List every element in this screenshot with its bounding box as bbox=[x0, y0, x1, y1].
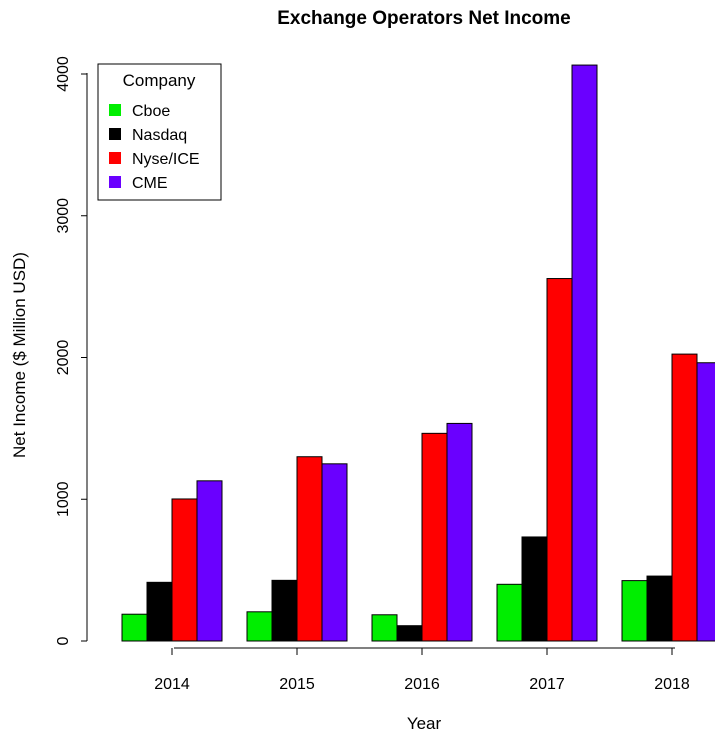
bar-2018-nasdaq bbox=[646, 575, 673, 642]
legend-swatch bbox=[109, 176, 121, 188]
bar-2014-cboe bbox=[121, 613, 148, 642]
y-tick-label: 3000 bbox=[55, 198, 72, 234]
x-tick-label: 2017 bbox=[529, 676, 565, 693]
bar-2016-nyse-ice bbox=[421, 432, 448, 642]
bar-2016-cboe bbox=[371, 614, 398, 642]
bar-2015-cboe bbox=[246, 611, 273, 642]
bar-2014-nyse-ice bbox=[171, 498, 198, 642]
y-tick-label: 1000 bbox=[55, 481, 72, 517]
x-axis-title: Year bbox=[407, 714, 442, 733]
bar-2017-cme bbox=[571, 64, 598, 642]
legend-swatch bbox=[109, 104, 121, 116]
y-axis-title: Net Income ($ Million USD) bbox=[10, 252, 29, 458]
x-axis: 2014 2015 2016 2017 2018 bbox=[154, 647, 690, 693]
bar-2015-nasdaq bbox=[271, 579, 298, 642]
bar-2017-cboe bbox=[496, 583, 523, 642]
bar-2014-cme bbox=[196, 480, 223, 642]
bar-2018-cboe bbox=[621, 580, 648, 642]
bar-2015-nyse-ice bbox=[296, 456, 323, 642]
x-tick-label: 2015 bbox=[279, 676, 315, 693]
y-tick-label: 0 bbox=[55, 636, 72, 645]
bar-2017-nyse-ice bbox=[546, 278, 573, 642]
legend-label: Nyse/ICE bbox=[132, 151, 200, 168]
y-axis: 0 1000 2000 3000 4000 bbox=[55, 56, 88, 645]
bars-group bbox=[121, 64, 715, 642]
bar-2016-nasdaq bbox=[396, 625, 423, 642]
legend-label: CME bbox=[132, 175, 168, 192]
x-tick-label: 2016 bbox=[404, 676, 440, 693]
legend-swatch bbox=[109, 152, 121, 164]
legend-label: Nasdaq bbox=[132, 127, 187, 144]
legend-swatch bbox=[109, 128, 121, 140]
bar-2016-cme bbox=[446, 422, 473, 642]
bar-2018-nyse-ice bbox=[671, 353, 698, 642]
legend-entries: Cboe Nasdaq Nyse/ICE CME bbox=[109, 103, 200, 192]
legend-title: Company bbox=[123, 71, 196, 90]
y-tick-label: 2000 bbox=[55, 340, 72, 376]
x-tick-label: 2014 bbox=[154, 676, 190, 693]
x-tick-label: 2018 bbox=[654, 676, 690, 693]
bar-2018-cme bbox=[696, 362, 715, 642]
bar-2014-nasdaq bbox=[146, 581, 173, 642]
y-tick-label: 4000 bbox=[55, 56, 72, 92]
legend: Company Cboe Nasdaq Nyse/ICE CME bbox=[97, 63, 222, 201]
bar-2017-nasdaq bbox=[521, 536, 548, 642]
legend-label: Cboe bbox=[132, 103, 170, 120]
bar-2015-cme bbox=[321, 463, 348, 642]
chart-title: Exchange Operators Net Income bbox=[277, 8, 571, 29]
